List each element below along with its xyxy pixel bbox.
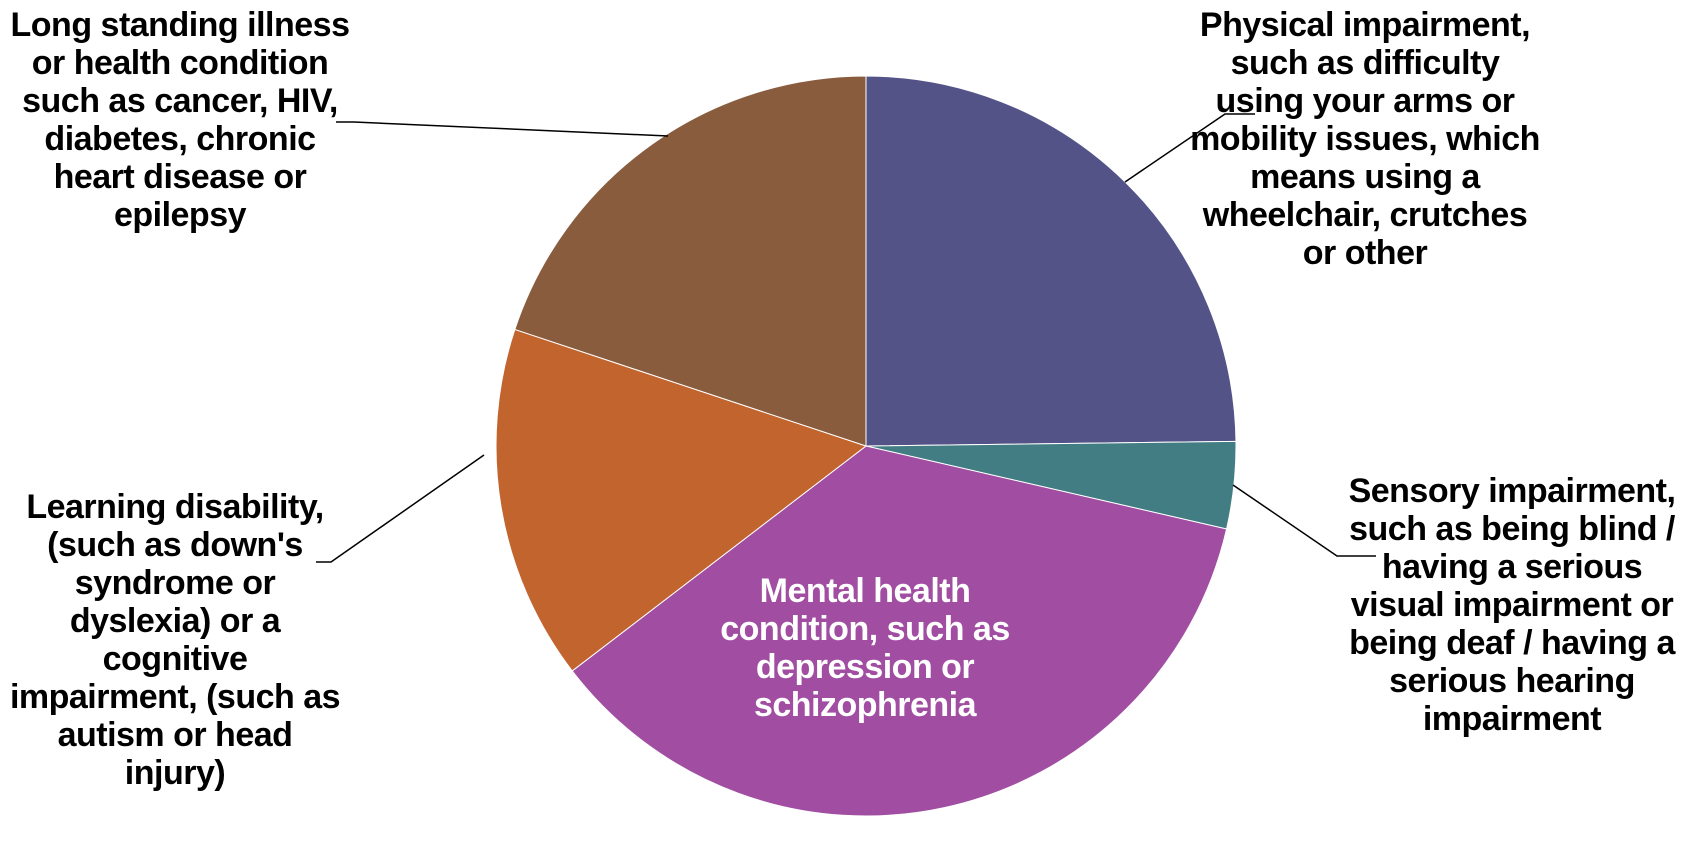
- slice-label-learning: Learning disability, (such as down's syn…: [9, 488, 341, 792]
- leader-line-learning: [316, 454, 485, 563]
- leader-line-long-standing: [336, 121, 669, 137]
- leader-line-physical: [1124, 113, 1255, 183]
- pie-slice-mental-health: [571, 445, 1228, 817]
- slice-label-physical: Physical impairment, such as difficulty …: [1190, 6, 1540, 272]
- pie-slice-long-standing: [514, 75, 867, 447]
- leader-lines: [316, 113, 1376, 563]
- leader-line-sensory: [1232, 484, 1376, 557]
- pie-slice-physical: [865, 75, 1237, 447]
- slice-label-long-standing: Long standing illness or health conditio…: [10, 6, 350, 234]
- slice-label-sensory: Sensory impairment, such as being blind …: [1348, 472, 1676, 738]
- pie-slice-learning: [495, 328, 868, 672]
- slice-label-mental-health: Mental health condition, such as depress…: [720, 572, 1010, 724]
- pie-slices: [495, 75, 1237, 817]
